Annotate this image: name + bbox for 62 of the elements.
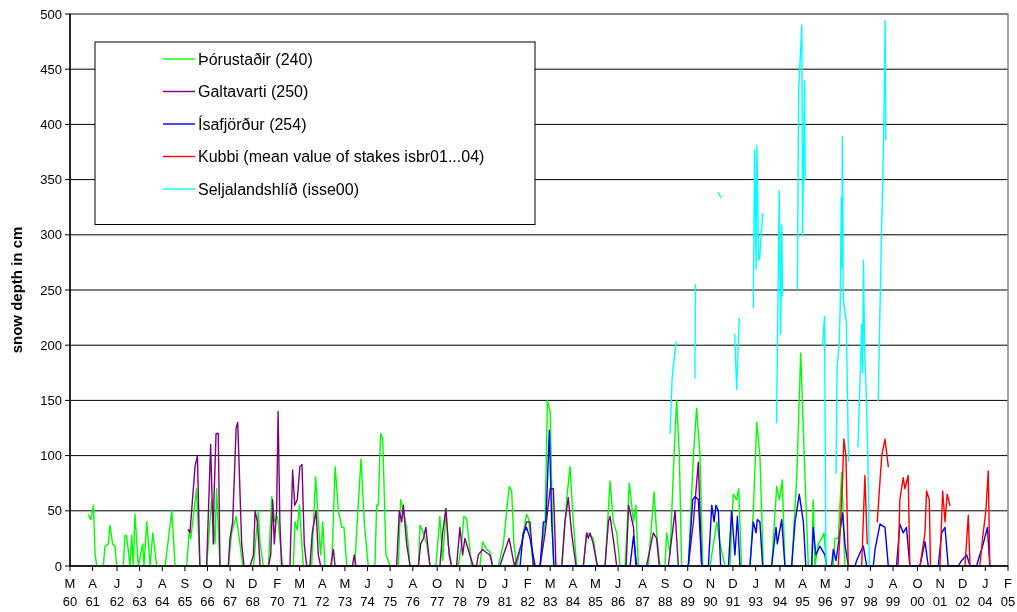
y-tick-label: 250	[40, 282, 62, 298]
legend-label: Seljalandshlíð (isse00)	[198, 180, 359, 198]
x-tick-label: J 74	[360, 576, 375, 609]
x-tick-label: A 61	[85, 576, 100, 609]
x-tick-label: M 96	[817, 576, 833, 609]
x-tick-label: A 95	[795, 576, 810, 609]
x-tick-label: J 86	[610, 576, 626, 609]
x-tick-label: J 81	[497, 576, 513, 609]
x-tick-label: S 88	[657, 576, 673, 609]
x-tick-label: D 02	[955, 576, 970, 609]
x-tick-label: J 04	[978, 576, 993, 609]
y-tick-label: 50	[47, 503, 62, 519]
x-tick-label: F 82	[520, 576, 535, 609]
x-tick-label: M 71	[292, 576, 307, 609]
y-tick-label: 0	[54, 558, 62, 574]
x-tick-label: O 00	[910, 576, 925, 609]
line-series	[87, 352, 846, 567]
y-tick-label: 100	[40, 448, 62, 464]
line-series	[519, 429, 991, 567]
x-tick-label: M 83	[542, 576, 558, 609]
x-tick-label: D 91	[725, 576, 741, 609]
x-tick-label: M 94	[772, 576, 788, 609]
x-tick-label: M 60	[62, 576, 78, 609]
x-tick-label: J 62	[109, 576, 125, 609]
y-tick-label: 450	[40, 61, 62, 77]
x-tick-label: F 70	[269, 576, 285, 609]
x-tick-label: J 97	[840, 576, 856, 609]
x-tick-label: A 99	[885, 576, 901, 609]
x-tick-label: A 84	[565, 576, 581, 609]
x-tick-label: O 89	[680, 576, 695, 609]
x-tick-label: J 98	[863, 576, 878, 609]
x-tick-label: O 66	[200, 576, 215, 609]
x-tick-label: F 05	[1000, 576, 1016, 609]
x-tick-label: N 67	[222, 576, 238, 609]
x-tick-label: D 79	[475, 576, 490, 609]
x-tick-label: D 68	[245, 576, 260, 609]
y-tick-label: 350	[40, 172, 62, 188]
x-tick-label: N 90	[703, 576, 718, 609]
legend-label: Kubbi (mean value of stakes isbr01...04)	[198, 148, 485, 166]
x-tick-label: N 78	[452, 576, 468, 609]
x-tick-label: J 75	[382, 576, 398, 609]
x-tick-label: M 73	[337, 576, 353, 609]
x-tick-label: N 01	[932, 576, 948, 609]
y-tick-label: 400	[40, 116, 62, 132]
x-tick-label: O 77	[429, 576, 445, 609]
legend-label: Þórustaðir (240)	[198, 50, 313, 68]
y-tick-label: 200	[40, 337, 62, 353]
line-series	[187, 410, 703, 567]
x-tick-label: S 65	[177, 576, 193, 609]
x-tick-label: A 72	[315, 576, 330, 609]
y-axis-title: snow depth in cm	[8, 226, 25, 354]
y-tick-label: 150	[40, 392, 62, 408]
y-tick-label: 500	[40, 6, 62, 22]
y-tick-label: 300	[40, 227, 62, 243]
x-tick-label: J 93	[748, 576, 763, 609]
legend-label: Ísafjörður (254)	[198, 114, 307, 133]
x-tick-label: A 64	[155, 576, 170, 609]
x-tick-label: A 87	[635, 576, 650, 609]
legend-label: Galtavarti (250)	[198, 83, 309, 101]
x-tick-label: A 76	[405, 576, 421, 609]
x-tick-label: M 85	[588, 576, 603, 609]
x-tick-label: J 63	[132, 576, 147, 609]
